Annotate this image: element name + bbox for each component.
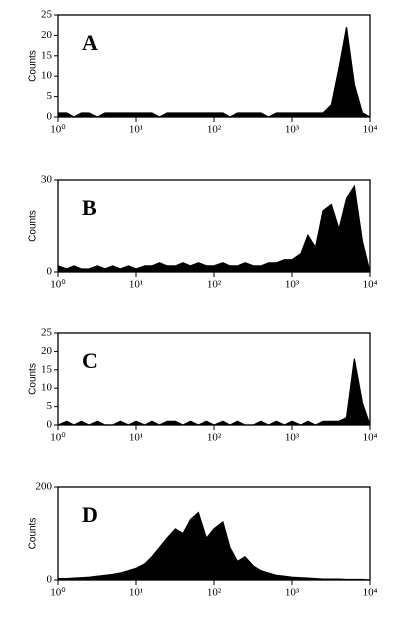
x-tick-label: 10¹ [129,587,143,599]
y-tick-label: 15 [41,49,53,61]
panel-label: B [82,195,97,220]
y-tick-label: 10 [41,382,53,394]
y-tick-label: 0 [47,111,53,123]
y-tick-label: 0 [47,419,53,431]
x-tick-label: 10² [207,124,222,136]
plot-frame [57,332,371,426]
histogram-outline [58,27,371,118]
x-tick-label: 10⁰ [50,587,66,599]
y-axis-label: Counts [28,210,39,242]
histogram-outline [58,511,371,581]
x-tick-label: 10³ [285,587,300,599]
y-tick-label: 25 [41,9,53,21]
y-axis-label: Counts [28,50,39,82]
x-tick-label: 10¹ [129,432,143,444]
x-tick-label: 10⁰ [50,432,66,444]
area-fill [58,512,370,580]
x-tick-label: 10⁰ [50,124,66,136]
panel-label: C [82,348,98,373]
y-tick-label: 25 [41,327,53,339]
x-tick-label: 10⁴ [363,279,378,291]
x-tick-label: 10² [207,432,222,444]
x-tick-label: 10³ [285,432,300,444]
y-tick-label: 20 [41,345,53,357]
y-tick-label: 0 [47,574,53,586]
histogram-outline [57,184,371,273]
x-tick-label: 10⁴ [363,124,378,136]
histogram-outline [57,358,371,426]
x-tick-label: 10¹ [129,124,143,136]
x-tick-label: 10⁴ [363,587,378,599]
y-axis-label: Counts [28,363,39,395]
plot-frame [57,14,371,118]
x-tick-label: 10⁴ [363,432,378,444]
panel-label: D [82,502,98,527]
y-tick-label: 5 [47,400,53,412]
y-tick-label: 10 [41,70,53,82]
y-tick-label: 20 [41,29,53,41]
x-tick-label: 10² [207,279,222,291]
area-fill [58,186,370,272]
y-tick-label: 200 [36,481,53,493]
x-tick-label: 10³ [285,124,300,136]
y-tick-label: 15 [41,363,53,375]
x-tick-label: 10⁰ [50,279,66,291]
panel-label: A [82,30,98,55]
x-tick-label: 10² [207,587,222,599]
x-tick-label: 10³ [285,279,300,291]
area-fill [58,358,370,425]
x-tick-label: 10¹ [129,279,143,291]
area-fill [58,27,370,118]
y-axis-label: Counts [28,518,39,550]
y-tick-label: 30 [41,174,53,186]
y-tick-label: 0 [47,266,53,278]
y-tick-label: 5 [47,90,53,102]
